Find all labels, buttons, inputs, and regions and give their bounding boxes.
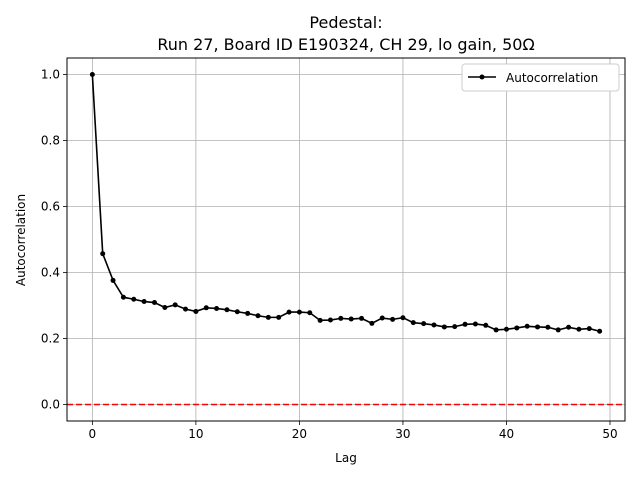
data-point	[296, 309, 302, 315]
data-point	[172, 302, 178, 308]
data-point	[379, 315, 385, 321]
legend-box	[461, 63, 620, 92]
x-tick-label: 10	[188, 427, 203, 441]
chart-title-line1: Pedestal:	[309, 13, 382, 32]
data-point	[369, 320, 375, 326]
y-tick-label: 0.4	[41, 266, 60, 280]
data-point	[348, 316, 354, 322]
data-point	[545, 324, 551, 330]
data-point	[597, 328, 603, 334]
data-point	[234, 309, 240, 315]
data-point	[452, 324, 458, 330]
data-point	[276, 314, 282, 320]
data-point	[193, 308, 199, 314]
data-point	[100, 251, 106, 257]
data-point	[89, 72, 95, 77]
data-point	[431, 322, 437, 328]
data-point	[151, 300, 157, 306]
y-tick-label: 1.0	[41, 68, 60, 82]
data-point	[203, 305, 209, 311]
legend-marker-swatch	[479, 74, 485, 80]
data-point	[555, 327, 561, 333]
data-point	[317, 317, 323, 323]
data-point	[120, 294, 126, 300]
data-point	[131, 296, 137, 302]
y-tick-label: 0.0	[41, 398, 60, 412]
data-point	[576, 326, 582, 332]
data-point	[493, 327, 499, 333]
x-tick-label: 0	[89, 427, 97, 441]
data-point	[286, 309, 292, 315]
data-point	[483, 322, 489, 328]
data-point	[141, 299, 147, 305]
plot-area-frame	[66, 57, 626, 422]
data-point	[524, 323, 530, 329]
x-axis-label: Lag	[335, 451, 357, 465]
x-tick-label: 30	[395, 427, 410, 441]
data-point	[390, 316, 396, 322]
data-point	[400, 315, 406, 321]
data-point	[214, 305, 220, 311]
x-tick-label: 40	[499, 427, 514, 441]
y-tick-label: 0.8	[41, 134, 60, 148]
data-point	[224, 307, 230, 313]
data-point	[566, 324, 572, 330]
data-point	[462, 321, 468, 327]
x-tick-label: 50	[602, 427, 617, 441]
data-point	[245, 310, 251, 316]
legend: Autocorrelation	[461, 63, 620, 92]
data-point	[421, 321, 427, 327]
y-axis-label: Autocorrelation	[14, 194, 28, 286]
data-point	[586, 326, 592, 332]
data-point	[327, 317, 333, 323]
data-point	[472, 321, 478, 327]
data-point	[162, 304, 168, 310]
x-tick-label: 20	[292, 427, 307, 441]
data-point	[535, 324, 541, 330]
data-point	[503, 326, 509, 332]
grid-lines	[67, 58, 625, 421]
data-point	[110, 277, 116, 283]
x-axis-ticks: 0 10 20 30 40 50	[89, 421, 618, 441]
data-point	[265, 314, 271, 320]
series-line	[91, 74, 600, 333]
data-point	[441, 324, 447, 330]
data-point	[338, 315, 344, 321]
data-point	[410, 320, 416, 326]
data-point	[514, 325, 520, 331]
legend-label: Autocorrelation	[506, 71, 598, 85]
y-axis-ticks: 0.0 0.2 0.4 0.6 0.8 1.0	[41, 68, 67, 412]
series-autocorrelation	[89, 72, 603, 334]
data-point	[307, 310, 313, 316]
data-point	[359, 315, 365, 321]
data-point	[255, 313, 261, 319]
chart-title-line2: Run 27, Board ID E190324, CH 29, lo gain…	[157, 35, 534, 54]
y-tick-label: 0.6	[41, 200, 60, 214]
data-point	[183, 306, 189, 312]
y-tick-label: 0.2	[41, 332, 60, 346]
